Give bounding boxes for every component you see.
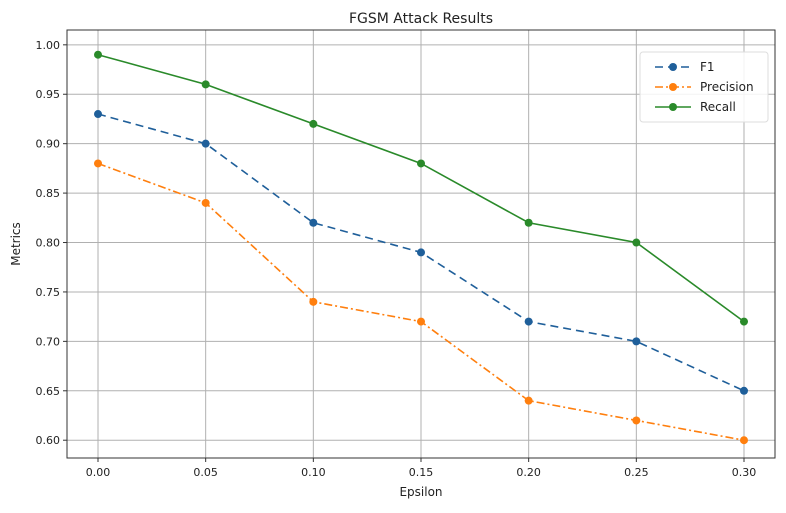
y-tick-label: 0.60 — [36, 434, 61, 447]
data-point — [94, 159, 103, 168]
data-point — [417, 248, 425, 257]
plot-area-frame — [66, 29, 776, 459]
data-point — [201, 198, 210, 207]
x-tick-label: 0.10 — [301, 466, 326, 479]
series-recall — [94, 50, 748, 326]
data-point — [524, 218, 533, 227]
x-tick-label: 0.05 — [193, 466, 218, 479]
data-point — [739, 386, 748, 395]
x-axis-label: Epsilon — [399, 485, 442, 499]
y-tick-label: 1.00 — [36, 39, 61, 52]
x-tick-label: 0.20 — [516, 466, 541, 479]
chart-title: FGSM Attack Results — [349, 11, 493, 27]
data-point — [309, 218, 318, 227]
data-point — [94, 110, 103, 119]
x-tick-label: 0.30 — [732, 466, 757, 479]
y-tick-label: 0.95 — [36, 88, 61, 101]
x-tick-label: 0.00 — [86, 466, 111, 479]
legend-marker — [669, 103, 677, 111]
data-point — [632, 238, 641, 247]
legend-label: F1 — [700, 60, 715, 74]
data-point — [524, 396, 533, 405]
data-point — [739, 436, 748, 445]
y-tick-label: 0.65 — [36, 385, 61, 398]
y-axis-label: Metrics — [9, 222, 23, 266]
data-point — [417, 159, 425, 168]
y-tick-label: 0.70 — [36, 335, 61, 348]
data-point — [309, 119, 318, 128]
data-point — [309, 297, 318, 306]
series-precision — [94, 159, 748, 445]
legend-label: Precision — [700, 80, 754, 94]
y-tick-label: 0.75 — [36, 286, 61, 299]
data-point — [94, 50, 103, 59]
data-point — [524, 317, 533, 326]
data-point — [201, 80, 210, 89]
legend-marker — [669, 63, 677, 71]
y-tick-label: 0.85 — [36, 187, 61, 200]
legend-marker — [669, 83, 677, 91]
y-tick-label: 0.80 — [36, 237, 61, 250]
data-point — [632, 337, 641, 346]
data-point — [739, 317, 748, 326]
data-point — [201, 139, 210, 148]
series-f1 — [94, 110, 748, 395]
y-tick-label: 0.90 — [36, 138, 61, 151]
x-tick-label: 0.25 — [624, 466, 649, 479]
data-point — [417, 317, 425, 326]
x-tick-label: 0.15 — [409, 466, 434, 479]
legend-label: Recall — [700, 100, 736, 114]
data-point — [632, 416, 641, 425]
